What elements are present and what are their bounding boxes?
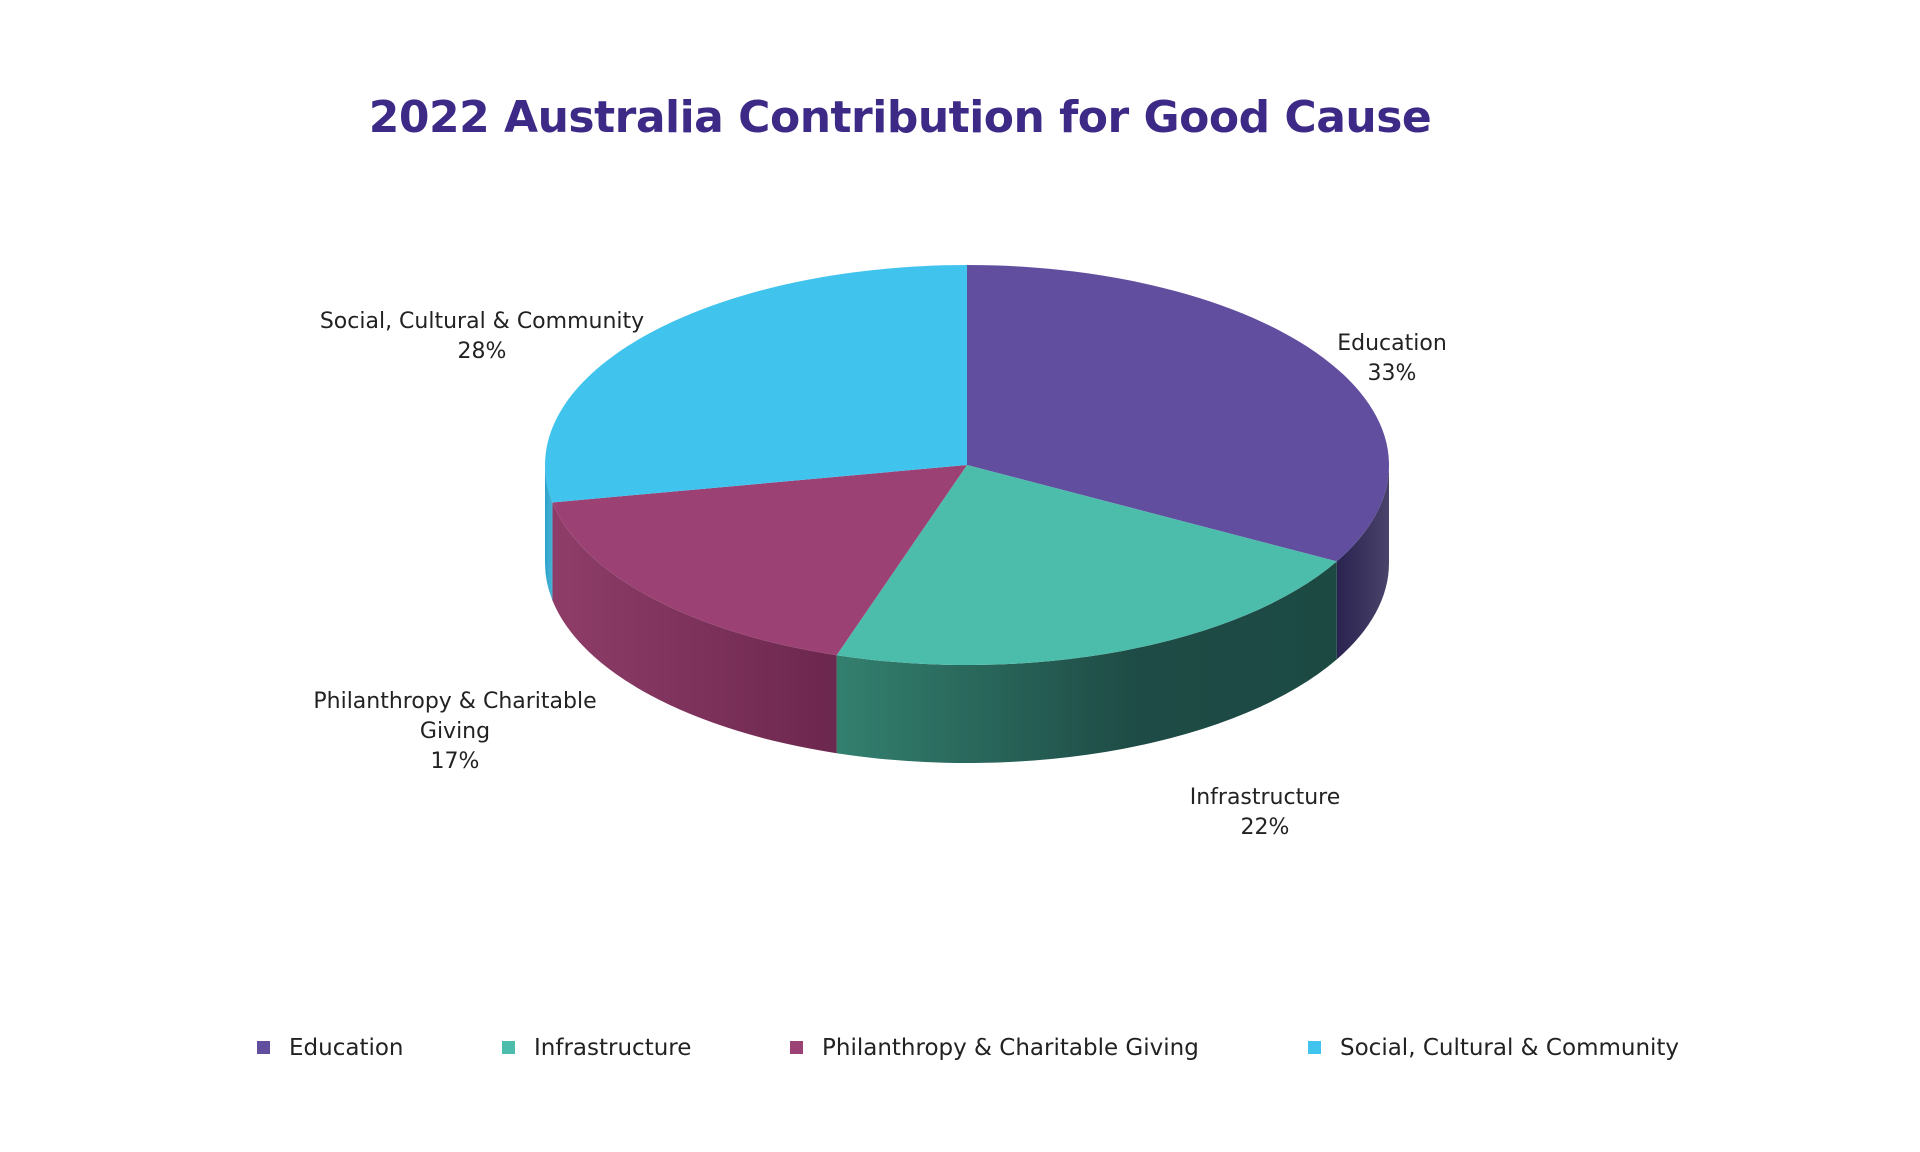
pie-slice-infrastructure — [836, 465, 1337, 665]
pie-slice-social-cultural-and-community — [545, 265, 967, 503]
legend-label: Social, Cultural & Community — [1340, 1035, 1679, 1061]
pie-side-social-cultural-and-community — [545, 465, 553, 601]
pie-side-education — [1336, 465, 1389, 660]
data-label-social-cultural-and-community: Social, Cultural & Community 28% — [320, 309, 644, 364]
legend-label: Philanthropy & Charitable Giving — [822, 1035, 1199, 1061]
legend-swatch — [502, 1041, 515, 1054]
legend-item-infrastructure: Infrastructure — [502, 1035, 691, 1061]
legend-label: Infrastructure — [534, 1035, 691, 1061]
pie-side-walls — [545, 465, 1389, 763]
data-label-infrastructure: Infrastructure 22% — [1190, 785, 1341, 840]
pie-slice-philanthropy-and-charitable-giving — [552, 465, 967, 656]
pie-top-faces — [545, 265, 1389, 665]
legend-label: Education — [289, 1035, 404, 1061]
legend: Education Infrastructure Philanthropy & Ch… — [257, 1035, 1679, 1061]
legend-swatch — [790, 1041, 803, 1054]
chart-title: 2022 Australia Contribution for Good Cau… — [368, 92, 1432, 143]
data-labels: Education 33% Infrastructure 22% Philanthrop… — [313, 309, 1446, 840]
legend-item-education: Education — [257, 1035, 404, 1061]
legend-swatch — [1308, 1041, 1321, 1054]
legend-swatch — [257, 1041, 270, 1054]
pie-side-infrastructure — [836, 561, 1337, 763]
pie-side-philanthropy-and-charitable-giving — [552, 502, 837, 754]
legend-item-social-cultural-and-community: Social, Cultural & Community — [1308, 1035, 1679, 1061]
legend-item-philanthropy-and-charitable-giving: Philanthropy & Charitable Giving — [790, 1035, 1199, 1061]
pie-slice-education — [967, 265, 1389, 562]
data-label-education: Education 33% — [1337, 331, 1447, 386]
data-label-philanthropy-and-charitable-giving: Philanthropy & Charitable Giving 17% — [313, 689, 596, 774]
